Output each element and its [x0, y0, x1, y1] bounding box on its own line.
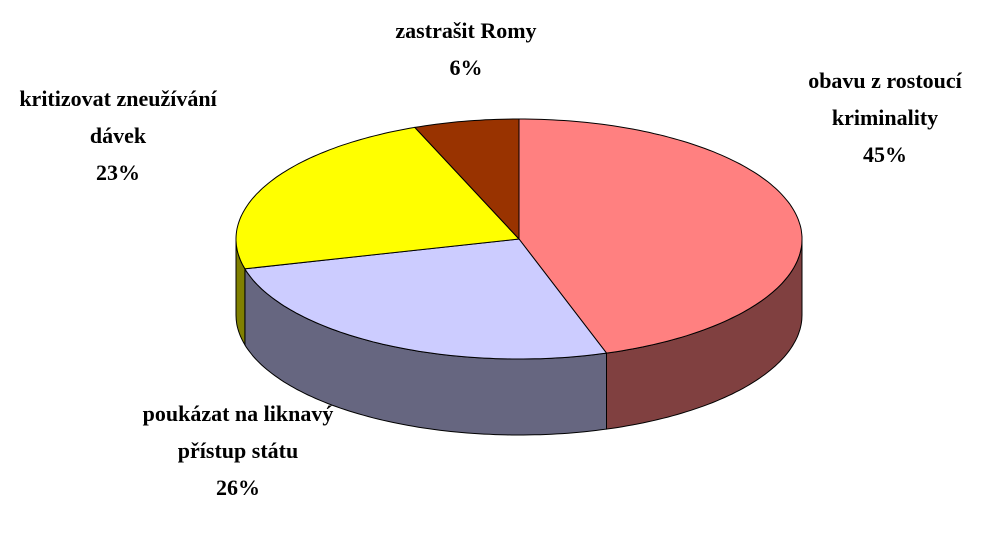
slice-label: zastrašit Romy 6% — [316, 12, 616, 86]
value-label: 6% — [449, 55, 483, 80]
value-label: 26% — [216, 475, 260, 500]
slice — [518, 118, 803, 354]
slice — [235, 126, 521, 270]
value-label: 45% — [863, 142, 907, 167]
category-label: kritizovat zneužívání dávek — [19, 86, 217, 148]
slice-label: poukázat na liknavý přístup státu 26% — [133, 395, 343, 506]
category-label: obavu z rostoucí kriminality — [808, 68, 962, 130]
slice — [244, 238, 608, 360]
slice-label: obavu z rostoucí kriminality 45% — [765, 62, 1002, 173]
category-label: zastrašit Romy — [395, 18, 537, 43]
slice — [413, 118, 520, 241]
slice-label: kritizovat zneužívání dávek 23% — [0, 80, 243, 191]
category-label: poukázat na liknavý přístup státu — [142, 401, 334, 463]
value-label: 23% — [96, 160, 140, 185]
